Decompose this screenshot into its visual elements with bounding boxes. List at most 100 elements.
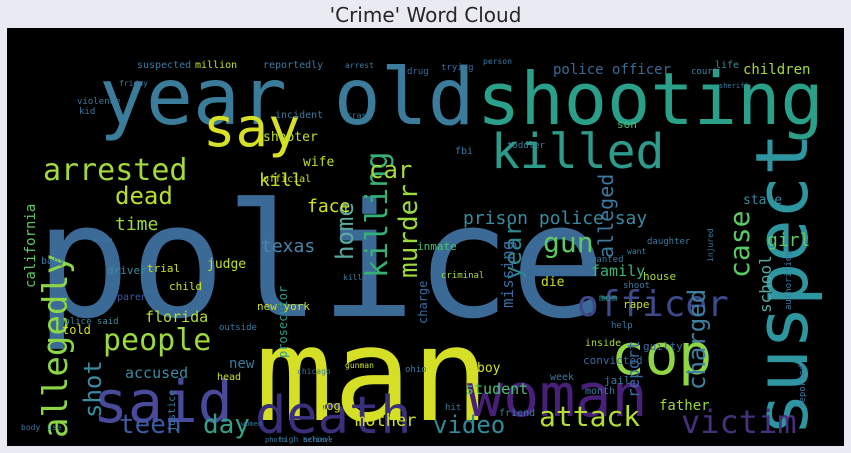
word-high-school: high school [279,435,332,444]
word-charged: charged [683,289,711,390]
word-photo: photo [265,436,286,444]
word-mother: mother [355,411,416,431]
word-video: video [433,411,505,439]
word-dead: dead [115,182,173,210]
word-gun: gun [543,226,594,259]
word-parent: parent [117,292,153,303]
word-charge: charge [416,281,430,324]
word-outside: outside [219,323,257,333]
word-trying: trying [441,63,474,73]
word-girl: girl [767,230,810,251]
word-son: son [617,118,637,131]
word-prison-police-say: prison police say [463,208,647,229]
word-reportedly: reportedly [263,60,323,71]
word-use: use [47,423,62,432]
word-arrest: arrest [345,61,374,70]
word-cloud-background [7,28,844,446]
word-murder: murder [394,184,424,278]
word-jail: jail [604,374,631,387]
word-kid: kid [79,107,95,117]
word-court: court [691,67,718,77]
word-hit: hit [445,403,461,413]
word-inmate: inmate [417,240,457,253]
word-believe: believe [303,436,333,444]
word-people: people [103,323,211,358]
word-life: life [715,60,739,71]
word-wanted: wanted [591,255,624,265]
word-daughter: daughter [647,237,691,247]
word-school: school [756,255,775,313]
word-week: week [550,372,574,383]
word-chicago: chicago [297,367,331,376]
word-police: police [35,170,606,354]
word-official: official [263,174,311,185]
word-convicted: convicted [583,354,643,367]
word-california: california [23,204,39,288]
word-help: help [611,321,633,331]
word-arrested: arrested [43,153,188,188]
word-texas: texas [261,236,315,257]
word-criminal: criminal [441,271,484,281]
word-fbi: fbi [455,146,473,157]
word-die: die [541,275,565,290]
word-know: know [93,235,112,244]
word-injured: injured [706,228,715,262]
word-family: family [591,262,645,280]
word-shot: shot [79,360,107,418]
word-told: told [62,323,91,337]
word-shooting: shooting [477,57,824,141]
word-person: person [483,57,512,66]
word-sheriff: sheriff [719,82,749,90]
word-car: car [369,156,412,184]
word-state: state [743,193,782,208]
word-report: report [624,340,643,398]
word-cloud: police man year old shooting suspect woman cop… [7,28,844,446]
word-death: death [255,386,412,446]
word-friend: friend [499,408,535,419]
word-driver: driver [107,264,147,277]
word-friday: friday [119,79,148,88]
word-inside: inside [585,338,621,349]
word-killed: killed [491,124,664,180]
word-million: million [195,60,237,71]
word-children: children [743,62,810,78]
word-boy: boy [477,361,501,376]
word-killer: killer [343,273,372,282]
word-student: student [465,380,528,398]
word-toddler: toddler [507,141,546,151]
word-man: man [255,299,490,446]
word-prosecutor: prosecutor [276,286,290,358]
word-officer: officer [577,284,729,325]
word-case: case [723,211,756,278]
word-head: head [217,372,241,383]
word-house: house [643,270,676,283]
word-mom: mom [599,293,617,304]
word-time: time [115,214,158,235]
word-body: body [21,423,40,432]
word-accused: accused [125,364,188,382]
word-shoot: shoot [623,281,650,291]
word-suspected: suspected [137,60,191,71]
word-cop: cop [611,323,712,388]
word-women: women [241,420,262,428]
word-said: said [93,368,233,436]
word-allegedly: allegedly [36,254,76,438]
word-woman: woman [467,361,648,431]
word-say: say [203,96,301,159]
word-kill: kill [259,170,302,191]
word-attack: attack [539,400,640,433]
word-crash: crash [347,111,371,120]
word-child: child [169,280,202,293]
word-missing: missing [498,241,517,308]
word-violence: violence [77,97,120,107]
word-ohio: ohio [405,365,427,375]
word-authorities: authorities [784,250,794,310]
word-incident: incident [275,110,323,121]
word-shooter: shooter [263,130,318,145]
word-alleged: alleged [594,174,618,258]
chart-title: 'Crime' Word Cloud [329,3,522,27]
word-judge: judge [207,257,246,272]
word-dog: dog [319,399,341,413]
